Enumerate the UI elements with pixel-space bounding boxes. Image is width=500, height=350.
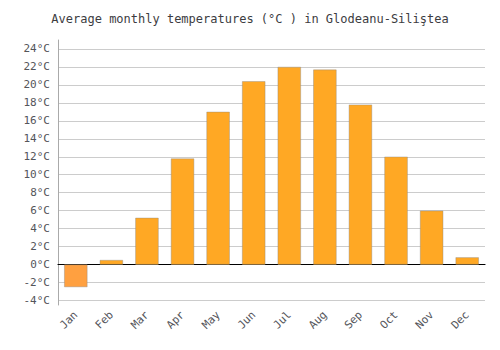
svg-text:May: May xyxy=(199,308,222,331)
svg-text:Aug: Aug xyxy=(306,308,329,331)
svg-text:Average monthly temperatures (: Average monthly temperatures (°C ) in Gl… xyxy=(51,12,448,26)
svg-text:Apr: Apr xyxy=(164,308,187,331)
svg-text:18°C: 18°C xyxy=(24,96,51,109)
svg-text:2°C: 2°C xyxy=(30,240,50,253)
svg-text:Jul: Jul xyxy=(271,308,294,331)
svg-text:Oct: Oct xyxy=(377,308,400,331)
svg-text:Mar: Mar xyxy=(128,308,151,331)
svg-text:0°C: 0°C xyxy=(30,258,50,271)
svg-text:4°C: 4°C xyxy=(30,222,50,235)
svg-text:-4°C: -4°C xyxy=(24,294,51,307)
svg-text:Jun: Jun xyxy=(235,308,258,331)
svg-text:20°C: 20°C xyxy=(24,78,51,91)
svg-text:16°C: 16°C xyxy=(24,114,51,127)
svg-text:Nov: Nov xyxy=(413,308,436,331)
svg-text:Feb: Feb xyxy=(93,308,116,331)
svg-text:12°C: 12°C xyxy=(24,150,51,163)
svg-text:14°C: 14°C xyxy=(24,132,51,145)
svg-text:Sep: Sep xyxy=(342,308,365,331)
svg-text:Dec: Dec xyxy=(449,308,472,331)
svg-text:22°C: 22°C xyxy=(24,60,51,73)
svg-text:8°C: 8°C xyxy=(30,186,50,199)
svg-text:24°C: 24°C xyxy=(24,42,51,55)
svg-text:10°C: 10°C xyxy=(24,168,51,181)
svg-text:6°C: 6°C xyxy=(30,204,50,217)
svg-text:-2°C: -2°C xyxy=(24,276,51,289)
svg-text:Jan: Jan xyxy=(57,308,80,331)
